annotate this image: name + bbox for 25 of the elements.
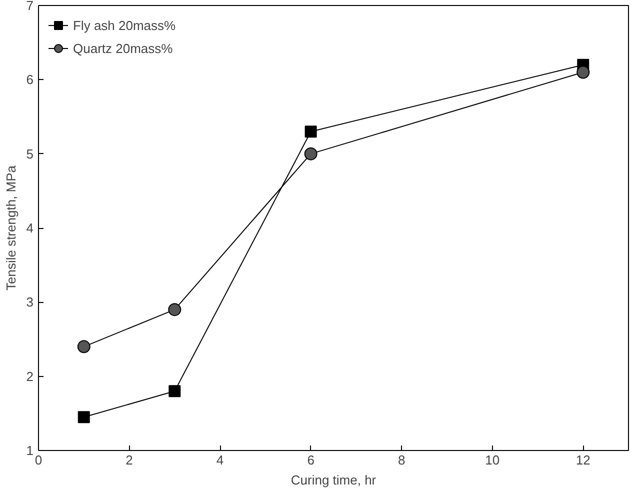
x-tick-label: 2 — [126, 452, 133, 468]
y-axis-title: Tensile strength, MPa — [3, 164, 18, 290]
x-axis-title: Curing time, hr — [290, 472, 377, 488]
point — [78, 411, 90, 424]
point — [304, 147, 318, 160]
point — [168, 303, 182, 316]
point — [168, 385, 181, 398]
y-tick-label: 2 — [26, 368, 34, 384]
y-tick-label: 7 — [26, 0, 34, 13]
y-tick-label: 5 — [26, 146, 34, 162]
point — [77, 340, 90, 354]
x-tick-label: 4 — [216, 452, 224, 468]
y-tick-label: 6 — [26, 72, 34, 88]
x-tick-label: 12 — [576, 452, 590, 468]
x-tick-label: 8 — [398, 452, 406, 468]
x-tick-label: 10 — [485, 452, 500, 468]
legend-label: Quartz 20mass% — [73, 40, 173, 56]
x-tick-label: 0 — [34, 452, 42, 468]
point — [576, 66, 590, 79]
y-tick-label: 3 — [26, 294, 34, 310]
legend-label: Fly ash 20mass% — [73, 18, 176, 32]
y-tick-label: 1 — [26, 443, 34, 458]
point — [304, 126, 317, 138]
x-tick-label: 6 — [307, 452, 314, 468]
y-tick-label: 4 — [26, 220, 34, 236]
